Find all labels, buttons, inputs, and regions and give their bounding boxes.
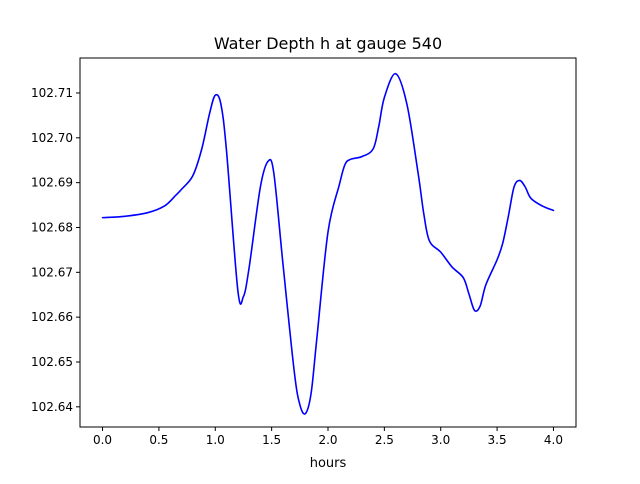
y-tick-label: 102.71 bbox=[31, 86, 73, 100]
y-tick-label: 102.65 bbox=[31, 355, 73, 369]
x-tick-label: 3.5 bbox=[488, 433, 507, 447]
y-tick-label: 102.69 bbox=[31, 176, 73, 190]
y-tick-label: 102.67 bbox=[31, 265, 73, 279]
x-tick-label: 1.5 bbox=[262, 433, 281, 447]
x-axis-ticks: 0.0 0.5 1.0 1.5 2.0 2.5 3.0 3.5 4.0 bbox=[93, 427, 563, 447]
x-tick-label: 2.5 bbox=[375, 433, 394, 447]
plot-frame bbox=[79, 57, 577, 428]
x-tick-label: 2.0 bbox=[318, 433, 337, 447]
y-tick-label: 102.70 bbox=[31, 131, 73, 145]
x-axis-label: hours bbox=[310, 456, 347, 471]
x-tick-label: 4.0 bbox=[544, 433, 563, 447]
x-tick-label: 0.5 bbox=[149, 433, 168, 447]
series-layer bbox=[101, 72, 555, 415]
x-tick-label: 3.0 bbox=[431, 433, 450, 447]
series-line-0 bbox=[101, 72, 555, 415]
y-tick-label: 102.68 bbox=[31, 220, 73, 234]
y-tick-label: 102.64 bbox=[31, 400, 73, 414]
chart-title: Water Depth h at gauge 540 bbox=[214, 34, 442, 53]
plot-background bbox=[80, 58, 576, 427]
x-tick-label: 1.0 bbox=[206, 433, 225, 447]
x-tick-label: 0.0 bbox=[93, 433, 112, 447]
y-axis-ticks: 102.64 102.65 102.66 102.67 102.68 102.69 102.… bbox=[31, 86, 80, 414]
y-tick-label: 102.66 bbox=[31, 310, 73, 324]
